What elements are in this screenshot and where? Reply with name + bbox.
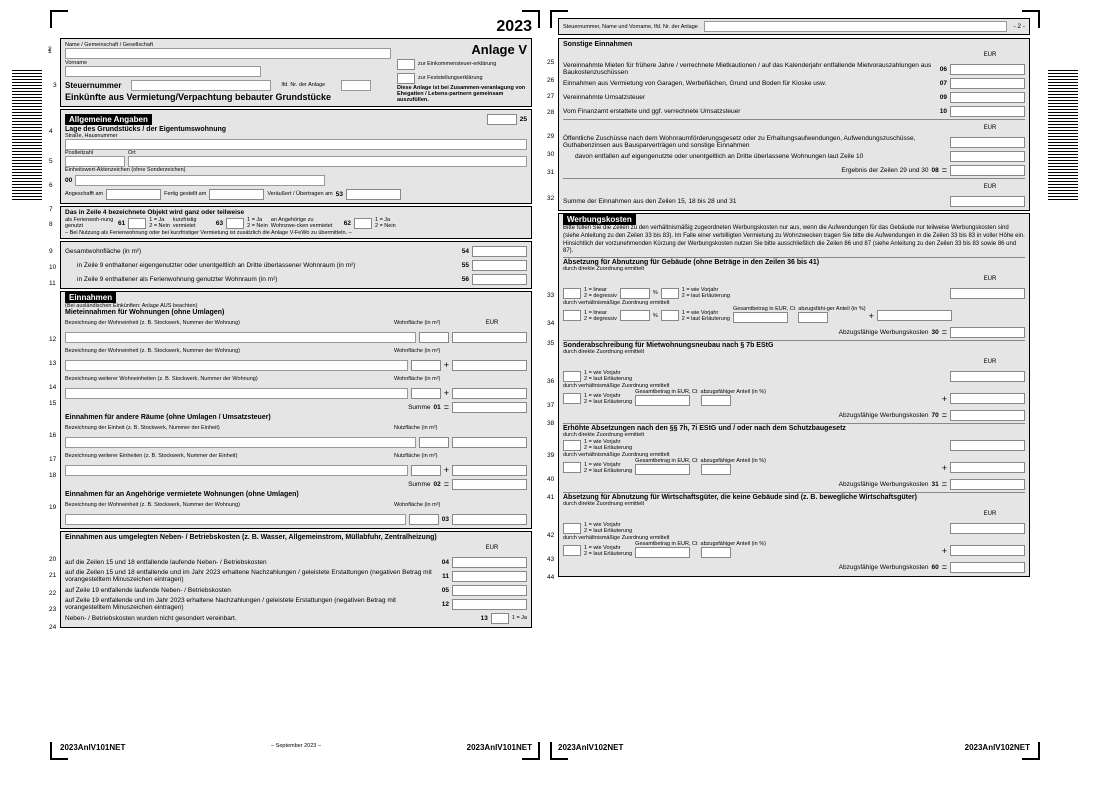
barcode-right	[1048, 70, 1078, 200]
lfdnr-field[interactable]	[341, 80, 371, 91]
checkbox-fest[interactable]	[397, 73, 415, 84]
wohnflaeche-box: 9 Gesamtwohnfläche (in m²)54 10 in Zeile…	[60, 241, 532, 289]
form-main-title: Einkünfte aus Vermietung/Verpachtung beb…	[65, 92, 391, 102]
werbungskosten-box: Werbungskosten Bitte füllen Sie die Zeil…	[558, 213, 1030, 577]
header-box: Name / Gemeinschaft / Gesellschaft 1 Vor…	[60, 38, 532, 107]
page-2: Steuernummer, Name und Vorname, lfd. Nr.…	[550, 10, 1080, 770]
zeile4-box: Das in Zeile 4 bezeichnete Objekt wird g…	[60, 206, 532, 239]
einnahmen-box: Einnahmen (Bei ausländischen Einkünften:…	[60, 291, 532, 529]
allgemeine-angaben: Allgemeine Angaben25 4 Lage des Grundstü…	[60, 109, 532, 204]
checkbox-est[interactable]	[397, 59, 415, 70]
vorname-field[interactable]	[65, 66, 261, 77]
barcode-left	[12, 70, 42, 200]
tax-year: 2023	[60, 18, 532, 36]
strasse-field[interactable]	[65, 139, 527, 150]
sonstige-box: Sonstige Einnahmen EUR 25 Vereinnahmte M…	[558, 38, 1030, 211]
steuernummer-field[interactable]	[131, 80, 271, 91]
anlage-title: Anlage V	[397, 42, 527, 57]
steuernummer-label: Steuernummer	[65, 81, 121, 90]
name-field[interactable]	[65, 48, 391, 59]
page-1: 2023 Name / Gemeinschaft / Gesellschaft …	[10, 10, 540, 770]
nebenkosten-box: Einnahmen aus umgelegten Neben- / Betrie…	[60, 531, 532, 628]
